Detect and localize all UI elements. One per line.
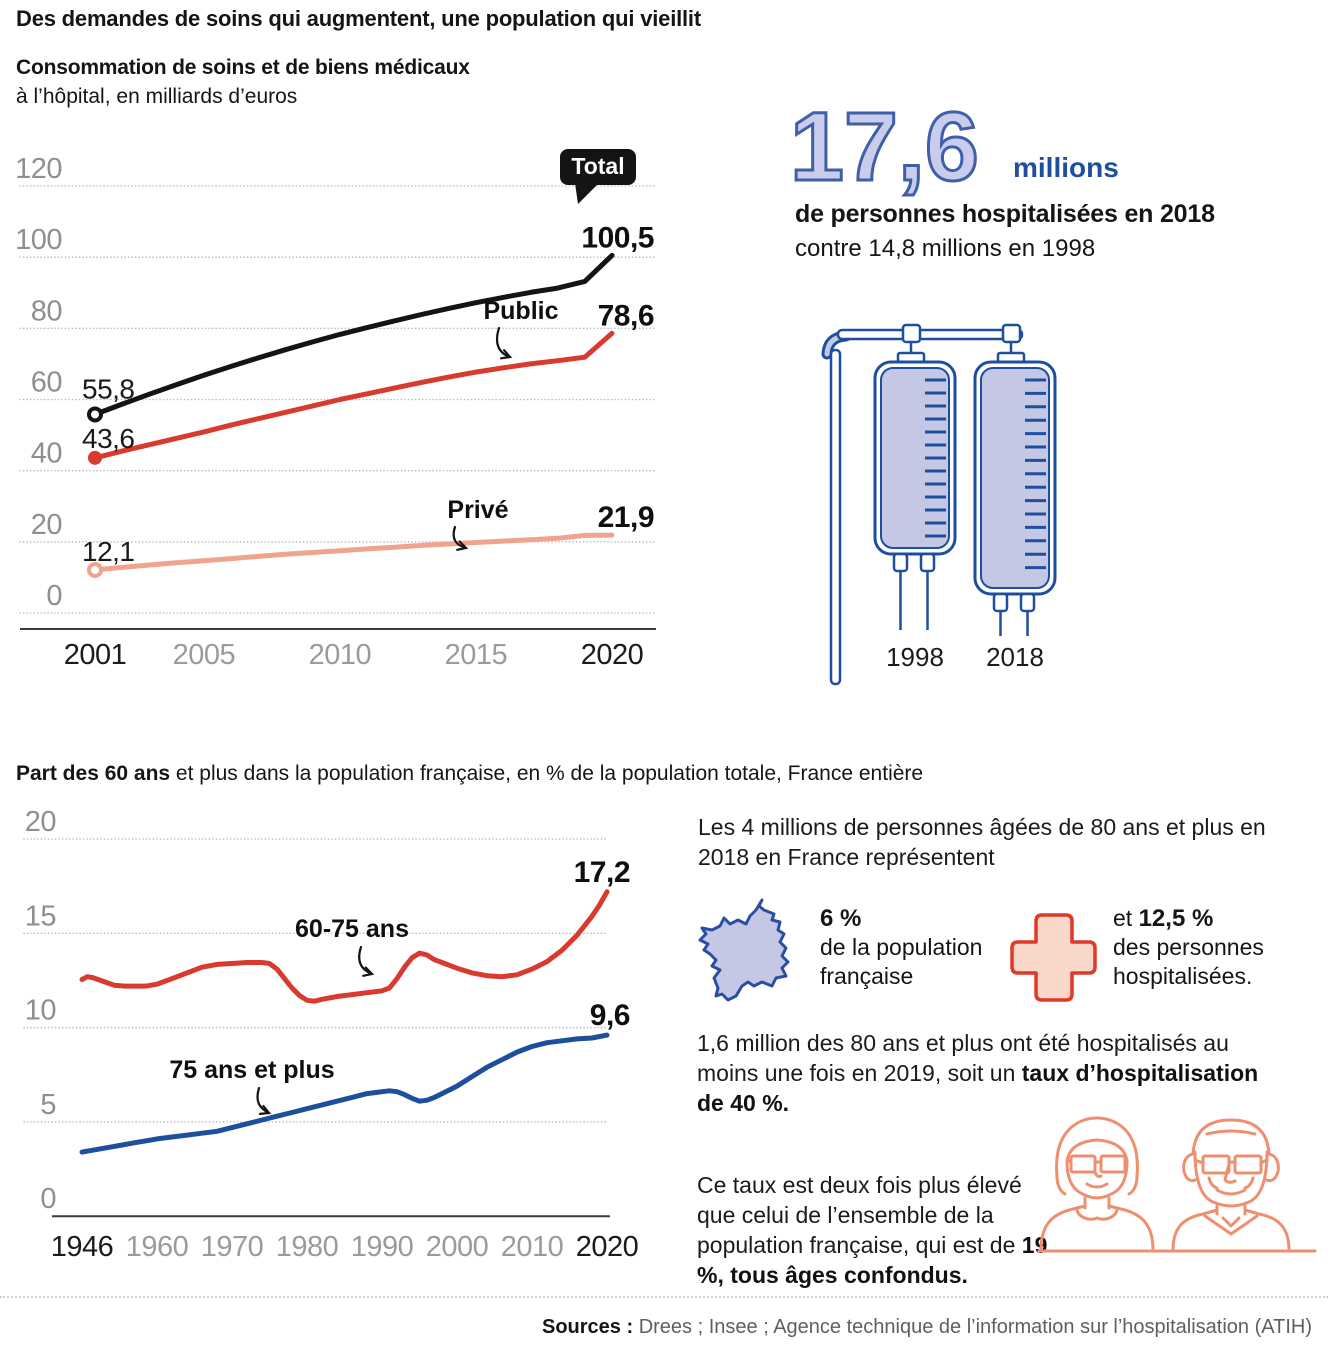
series-line — [92, 532, 615, 573]
series-line — [92, 252, 615, 417]
medical-cross-icon — [1010, 913, 1097, 1002]
bag-label-2018: 2018 — [986, 642, 1044, 672]
series-end-value: 17,2 — [574, 856, 630, 889]
hospitalisation-stat-block: 17,6 millions de personnes hospitalisées… — [740, 88, 1328, 263]
x-tick-label: 1960 — [126, 1231, 189, 1263]
aside-paragraph-2: 1,6 million des 80 ans et plus ont été h… — [697, 1028, 1282, 1118]
series-end-value: 78,6 — [598, 299, 654, 332]
series-start-value: 12,1 — [82, 536, 135, 567]
annotation-arrow — [495, 326, 512, 359]
hospitalised-share-stat: et 12,5 % des personnes hospitalisées. — [1113, 904, 1308, 991]
age-chart-title-bold: Part des 60 ans — [16, 762, 171, 785]
y-tick-label: 120 — [15, 153, 62, 185]
y-tick-label: 40 — [31, 438, 62, 470]
big-number-row: 17,6 millions — [740, 88, 1328, 201]
annotation-arrowhead — [456, 540, 469, 551]
france-map-icon — [698, 898, 790, 1002]
age-chart-title: Part des 60 ans et plus dans la populati… — [16, 762, 923, 786]
x-tick-label: 2015 — [445, 639, 508, 671]
y-tick-label: 60 — [31, 366, 62, 398]
aside-paragraph-3: Ce taux est deux fois plus élevé que cel… — [697, 1170, 1049, 1290]
age-share-line-chart: 0 5 10 15 20 1946 1960 1970 1980 1990 2000 2010 2020… — [23, 806, 639, 1263]
stat-line-1: de personnes hospitalisées en 2018 — [795, 200, 1215, 228]
france-share-value: 6 % — [820, 905, 862, 932]
elderly-couple-illustration — [1037, 1116, 1317, 1253]
hospitalised-share-value: 12,5 % — [1138, 905, 1214, 932]
hospitalised-share-prefix: et — [1113, 905, 1139, 931]
series-start-marker — [87, 561, 103, 578]
y-tick-label: 0 — [46, 580, 62, 612]
x-tick-label: 2010 — [501, 1231, 564, 1263]
series-line — [79, 889, 610, 1004]
p3-regular: Ce taux est deux fois plus élevé que cel… — [697, 1172, 1022, 1258]
series-label: Public — [483, 297, 558, 325]
consumption-chart-subtitle: à l’hôpital, en milliards d’euros — [16, 85, 298, 108]
y-tick-label: 5 — [40, 1089, 56, 1121]
series-line — [79, 1032, 610, 1155]
aside-intro: Les 4 millions de personnes âgées de 80 … — [698, 814, 1266, 870]
series-end-value: 9,6 — [590, 999, 630, 1032]
x-tick-label: 2005 — [173, 639, 236, 671]
x-tick-label: 2020 — [581, 639, 644, 671]
consumption-chart-title: Consommation de soins et de biens médica… — [16, 56, 470, 79]
iv-bags-drawing — [821, 323, 1057, 686]
sources-label: Sources : — [541, 1316, 634, 1338]
y-tick-label: 100 — [15, 224, 62, 256]
annotation-arrow — [358, 945, 374, 976]
x-tick-label: 1970 — [201, 1231, 264, 1263]
y-tick-label: 15 — [25, 900, 56, 932]
big-number: 17,6 — [790, 92, 979, 200]
footer-divider — [0, 1296, 1328, 1298]
annotation-arrowhead — [258, 1104, 272, 1115]
p3-bold: 19 %, tous âges confondus. — [697, 1232, 1048, 1288]
big-number-unit: millions — [1013, 152, 1119, 183]
iv-bags-illustration: 1998 2018 — [788, 292, 1098, 700]
series-label: 60-75 ans — [295, 915, 409, 943]
series-end-value: 21,9 — [598, 501, 654, 534]
annotation-arrowhead — [500, 349, 513, 360]
page-title: Des demandes de soins qui augmentent, un… — [16, 6, 701, 31]
annotation-arrowhead — [362, 966, 375, 977]
series-label: Total — [571, 153, 624, 179]
series-start-marker — [88, 450, 102, 465]
x-tick-label: 2000 — [426, 1231, 489, 1263]
x-tick-label: 1980 — [276, 1231, 339, 1263]
series-line — [92, 330, 615, 461]
y-tick-label: 20 — [25, 806, 56, 838]
y-tick-label: 80 — [31, 295, 62, 327]
bag-label-1998: 1998 — [886, 642, 944, 672]
p2-regular: 1,6 million des 80 ans et plus ont été h… — [697, 1030, 1229, 1086]
france-share-stat: 6 % de la population française — [820, 904, 1005, 991]
x-tick-label: 1990 — [351, 1231, 414, 1263]
series-start-marker — [87, 406, 103, 423]
sources-text: Drees ; Insee ; Agence technique de l’in… — [633, 1316, 1312, 1338]
y-tick-label: 20 — [31, 509, 62, 541]
series-end-value: 100,5 — [581, 221, 654, 254]
consumption-line-chart: 0 20 40 60 80 100 120 2001 2005 2010 2015 2020 55,8 1… — [15, 149, 657, 671]
france-share-label: de la population française — [820, 934, 983, 989]
series-start-value: 43,6 — [82, 423, 135, 454]
x-tick-label: 2020 — [576, 1231, 639, 1263]
hospitalised-share-label: des personnes hospitalisées. — [1113, 934, 1264, 989]
total-label-bubble — [560, 149, 636, 185]
bubble-tail — [575, 183, 599, 204]
y-tick-label: 10 — [25, 995, 56, 1027]
big-number-figure: 17,6 — [789, 91, 981, 201]
series-start-value: 55,8 — [82, 373, 135, 404]
x-tick-label: 2010 — [309, 639, 372, 671]
sources: Sources : Drees ; Insee ; Agence techniq… — [542, 1316, 1312, 1339]
consumption-chart-header: Consommation de soins et de biens médica… — [16, 56, 470, 109]
y-tick-label: 0 — [40, 1183, 56, 1215]
age-chart-title-rest: et plus dans la population française, en… — [170, 762, 924, 785]
p2-bold: taux d’hospitalisation de 40 %. — [697, 1060, 1259, 1116]
x-tick-label: 2001 — [64, 639, 127, 671]
series-label: Privé — [447, 496, 508, 524]
series-label: 75 ans et plus — [169, 1056, 334, 1084]
x-tick-label: 1946 — [51, 1231, 114, 1263]
aside-column: Les 4 millions de personnes âgées de 80 … — [695, 812, 1328, 1317]
stat-line-2: contre 14,8 millions en 1998 — [795, 235, 1096, 262]
